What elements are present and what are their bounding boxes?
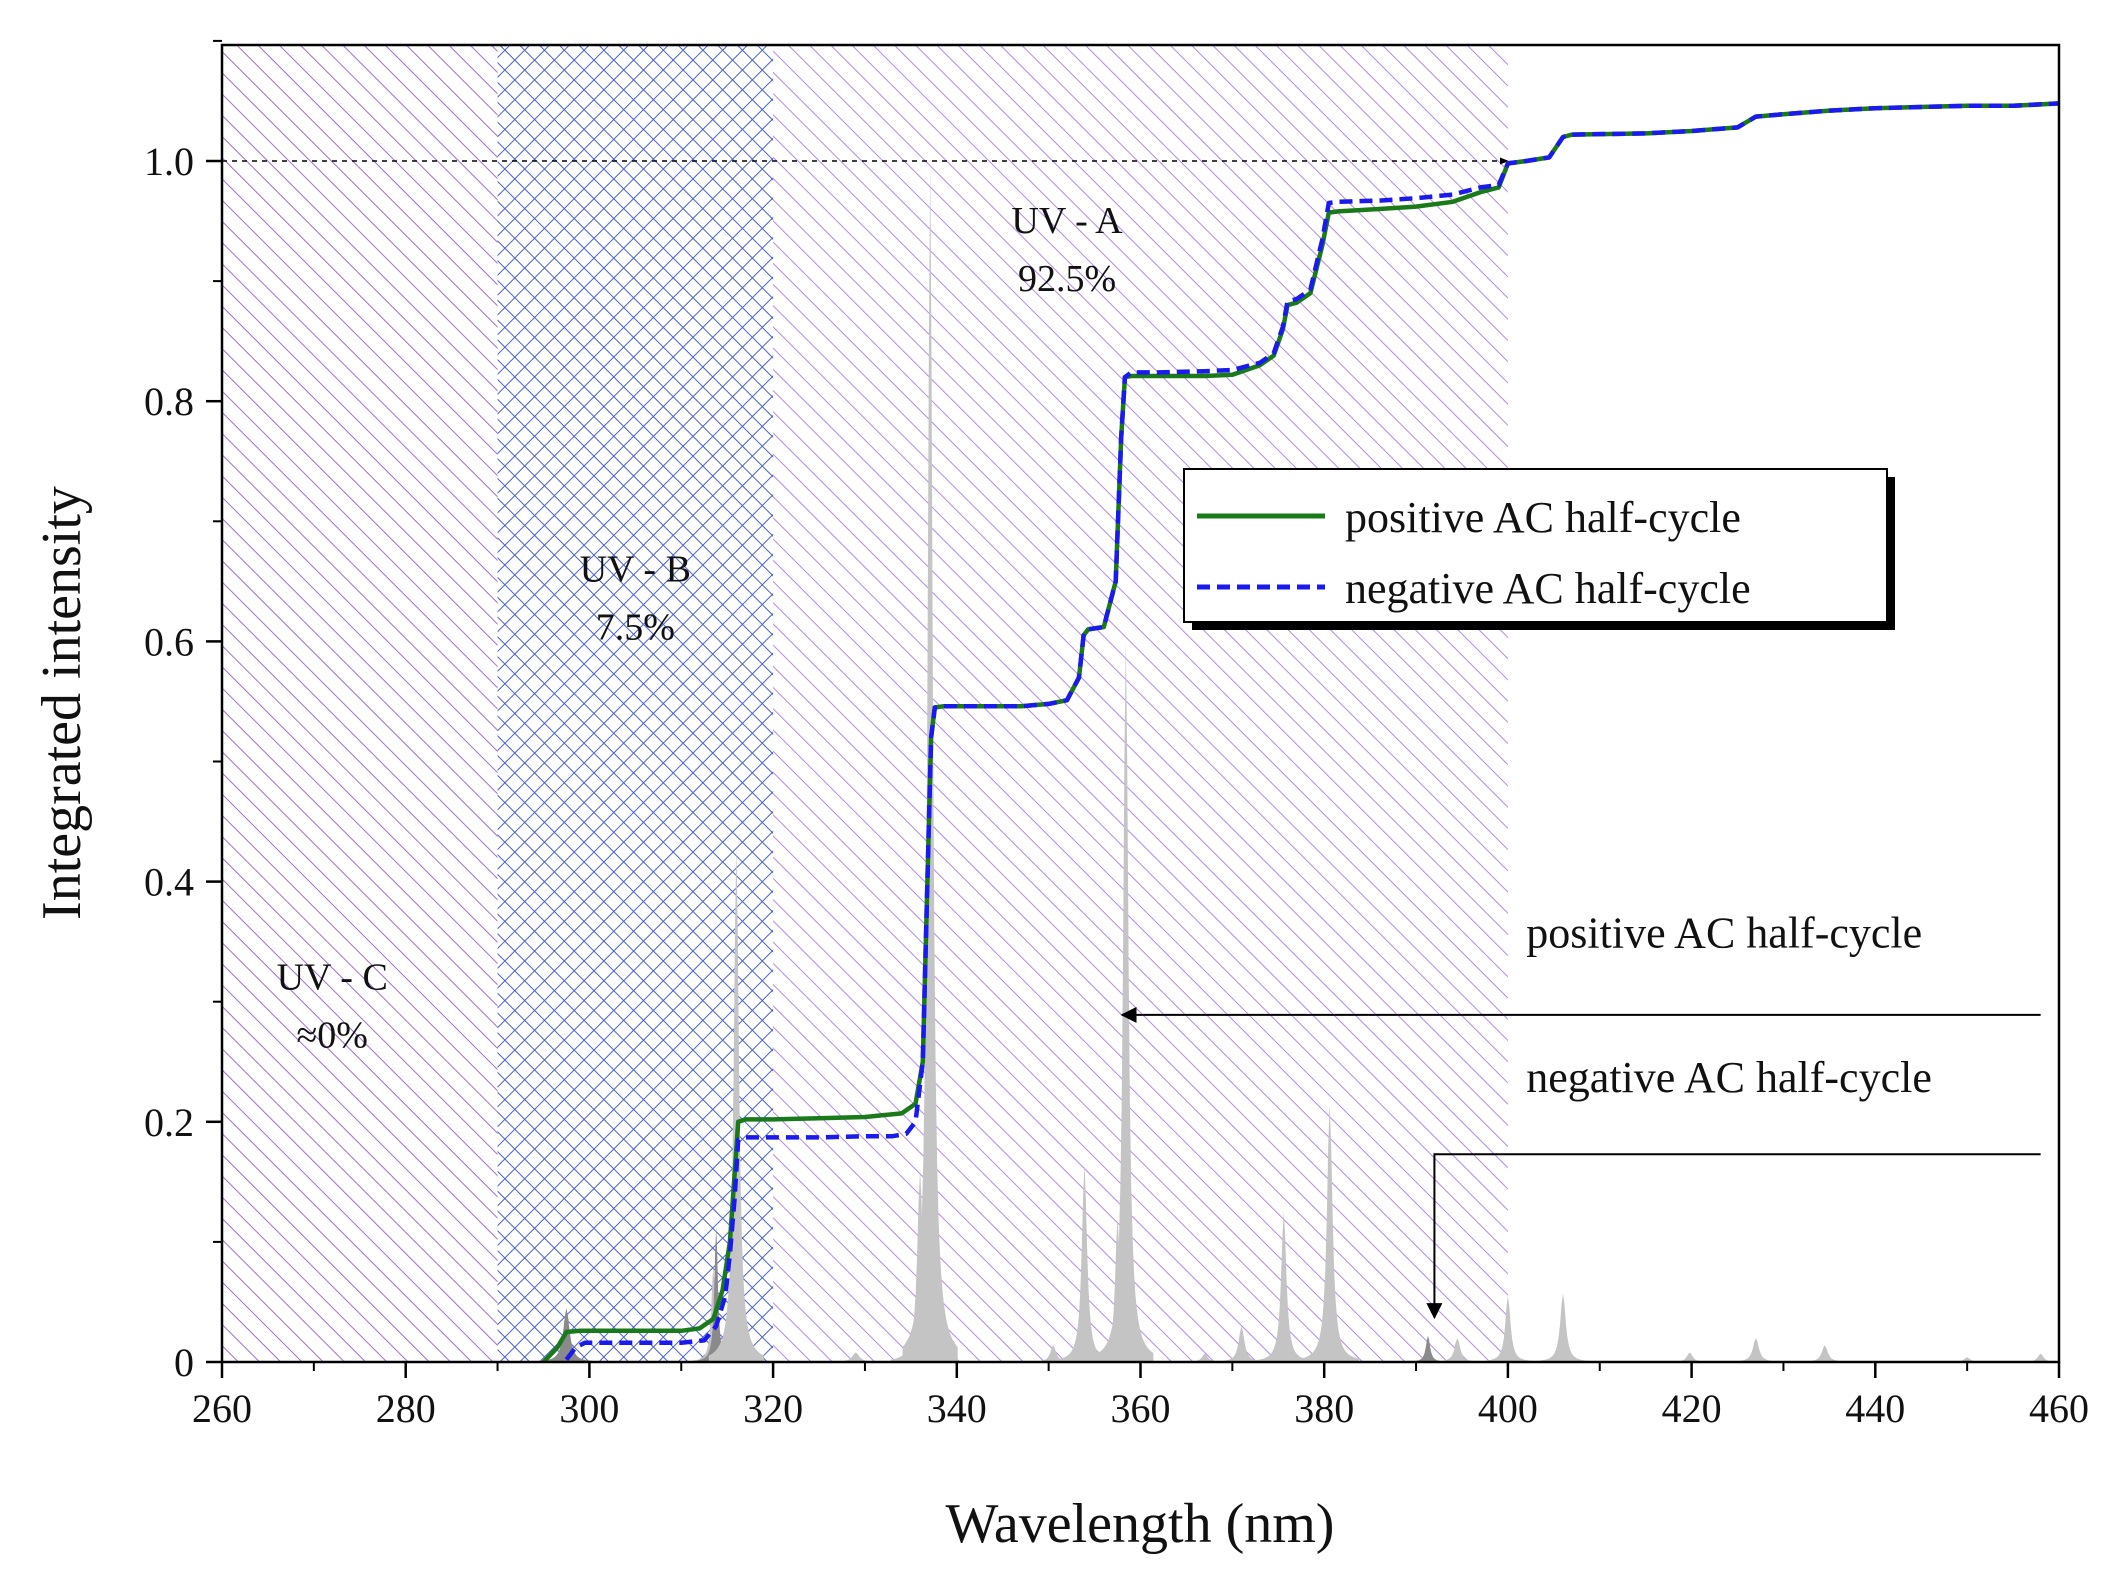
x-tick-label: 380 [1294,1386,1354,1431]
x-tick-label: 300 [559,1386,619,1431]
spectrum-peak [1533,1293,1593,1362]
legend-label-negative: negative AC half-cycle [1345,564,1751,613]
y-tick-label: 0.4 [144,860,194,905]
spectrum-peak [1405,1335,1450,1362]
x-tick-label: 400 [1478,1386,1538,1431]
spectrum-peak [1098,641,1154,1362]
band-label-uva: UV - A 92.5% [1011,200,1123,300]
y-tick-label: 0 [174,1340,194,1385]
x-tick-label: 260 [192,1386,252,1431]
x-tick-label: 360 [1111,1386,1171,1431]
x-axis: 260 280 300 320 340 360 380 400 420 440 460 [192,1362,2089,1431]
band-label-uvc: UV - C ≈0% [277,957,388,1057]
spectrum-peak [1724,1338,1788,1362]
y-tick-label: 1.0 [144,139,194,184]
band-label-uva-name: UV - A [1011,200,1123,242]
x-axis-title: Wavelength (nm) [946,1493,1335,1555]
spectrum-peak [1428,1338,1487,1362]
spectrum-peak [1300,1103,1360,1362]
spectrum-peak [1937,1357,1997,1362]
legend: positive AC half-cycle negative AC half-… [1183,468,1895,630]
band-label-uvb: UV - B 7.5% [580,548,691,648]
spectrum-peak [1175,1353,1235,1362]
band-uvb [497,45,774,1362]
band-uva [773,45,1508,1362]
x-tick-label: 440 [1845,1386,1905,1431]
band-uvc [222,45,498,1362]
band-label-uvb-percent: 7.5% [596,606,675,648]
y-tick-label: 0.6 [144,619,194,664]
x-tick-label: 280 [376,1386,436,1431]
x-tick-label: 420 [1662,1386,1722,1431]
spectrum-peak [1256,1211,1312,1362]
spectrum-peak [1793,1345,1856,1362]
spectrum-peak [2011,1353,2059,1362]
annotation-negative-arrow [1426,1153,2041,1320]
y-tick-label: 0.2 [144,1100,194,1145]
spectrum-peak [819,1352,893,1362]
legend-box [1183,468,1888,623]
series-negative-ac-half-cycle [564,101,2059,1361]
spectrum-peak [697,1227,735,1362]
band-label-uvc-percent: ≈0% [296,1015,368,1057]
y-axis: 0 0.2 0.4 0.6 0.8 1.0 [144,39,222,1385]
y-axis-title: Integrated intensity [31,486,93,920]
spectrum-peak [708,845,764,1362]
annotation-negative-label: negative AC half-cycle [1526,1053,1932,1102]
spectrum-peak [1056,1163,1112,1362]
x-tick-label: 340 [927,1386,987,1431]
band-label-uvb-name: UV - B [580,548,691,590]
band-label-uva-percent: 92.5% [1018,258,1116,300]
band-label-uvc-name: UV - C [277,957,388,999]
spectrum-peak [1660,1352,1720,1362]
x-tick-label: 320 [743,1386,803,1431]
spectrum-peak [1480,1295,1536,1362]
annotation-positive-label: positive AC half-cycle [1526,909,1922,958]
legend-label-positive: positive AC half-cycle [1345,493,1741,542]
x-tick-label: 460 [2029,1386,2089,1431]
spectrum-peak [1023,1345,1083,1362]
spectrum-peak [1212,1326,1271,1362]
y-tick-label: 0.8 [144,379,194,424]
